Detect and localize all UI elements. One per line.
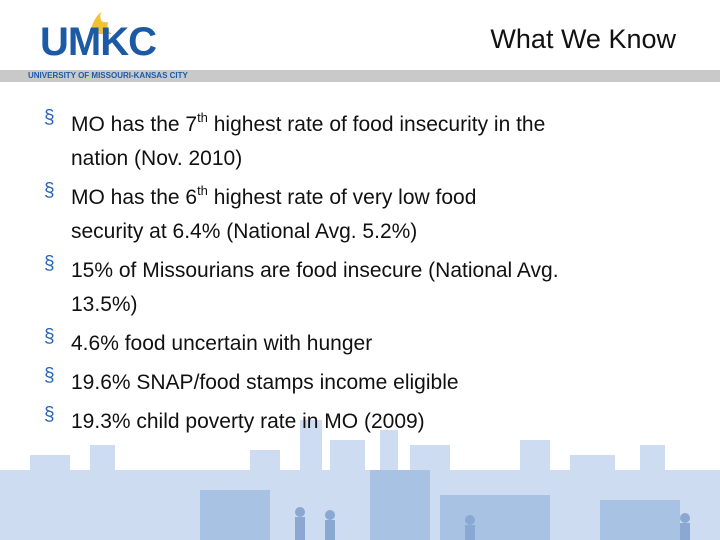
- bullet-line: MO has the 6th highest rate of very low …: [71, 179, 559, 216]
- bullet-item: § 15% of Missourians are food insecure (N…: [0, 252, 559, 323]
- bullet-text: MO has the 6: [71, 186, 198, 209]
- bullet-item: § 19.6% SNAP/food stamps income eligible: [0, 364, 559, 401]
- bullet-line: security at 6.4% (National Avg. 5.2%): [71, 213, 559, 250]
- bullet-text: 19.6% SNAP/food stamps income eligible: [71, 371, 459, 394]
- logo: UMKC: [40, 20, 157, 64]
- bullet-line: 15% of Missourians are food insecure (Na…: [71, 252, 559, 289]
- bullet-item: § MO has the 7th highest rate of food ins…: [0, 106, 559, 177]
- bullet-item: § 4.6% food uncertain with hunger: [0, 325, 559, 362]
- superscript: th: [197, 110, 208, 125]
- bullet-text: 19.3% child poverty rate in MO (2009): [71, 410, 425, 433]
- logo-flame: [90, 12, 112, 34]
- bullet-item: § 19.3% child poverty rate in MO (2009): [0, 403, 559, 440]
- bullet-text: MO has the 7: [71, 113, 198, 136]
- bullet-item: § MO has the 6th highest rate of very low…: [0, 179, 559, 250]
- bullet-text: 15% of Missourians are food insecure (Na…: [71, 259, 559, 282]
- header-bar: [0, 70, 720, 82]
- university-name: UNIVERSITY OF MISSOURI-KANSAS CITY: [28, 71, 188, 80]
- bullet-list: § MO has the 7th highest rate of food ins…: [0, 106, 559, 440]
- bullet-marker: §: [44, 326, 55, 347]
- superscript: th: [197, 183, 208, 198]
- bullet-text: 13.5%): [71, 293, 138, 316]
- bullet-marker: §: [44, 180, 55, 201]
- bullet-line: 4.6% food uncertain with hunger: [71, 325, 559, 362]
- bullet-line: 19.6% SNAP/food stamps income eligible: [71, 364, 559, 401]
- bullet-marker: §: [44, 107, 55, 128]
- slide-title: What We Know: [490, 24, 676, 54]
- bullet-text: security at 6.4% (National Avg. 5.2%): [71, 220, 418, 243]
- bullet-line: nation (Nov. 2010): [71, 140, 559, 177]
- bullet-text: highest rate of food insecurity in the: [207, 113, 546, 136]
- bullet-marker: §: [44, 365, 55, 386]
- bullet-text: nation (Nov. 2010): [71, 147, 243, 170]
- bullet-line: 19.3% child poverty rate in MO (2009): [71, 403, 559, 440]
- bullet-text: 4.6% food uncertain with hunger: [71, 332, 373, 355]
- bullet-line: 13.5%): [71, 286, 559, 323]
- bullet-marker: §: [44, 404, 55, 425]
- bullet-line: MO has the 7th highest rate of food inse…: [71, 106, 559, 143]
- bullet-marker: §: [44, 253, 55, 274]
- bullet-text: highest rate of very low food: [207, 186, 477, 209]
